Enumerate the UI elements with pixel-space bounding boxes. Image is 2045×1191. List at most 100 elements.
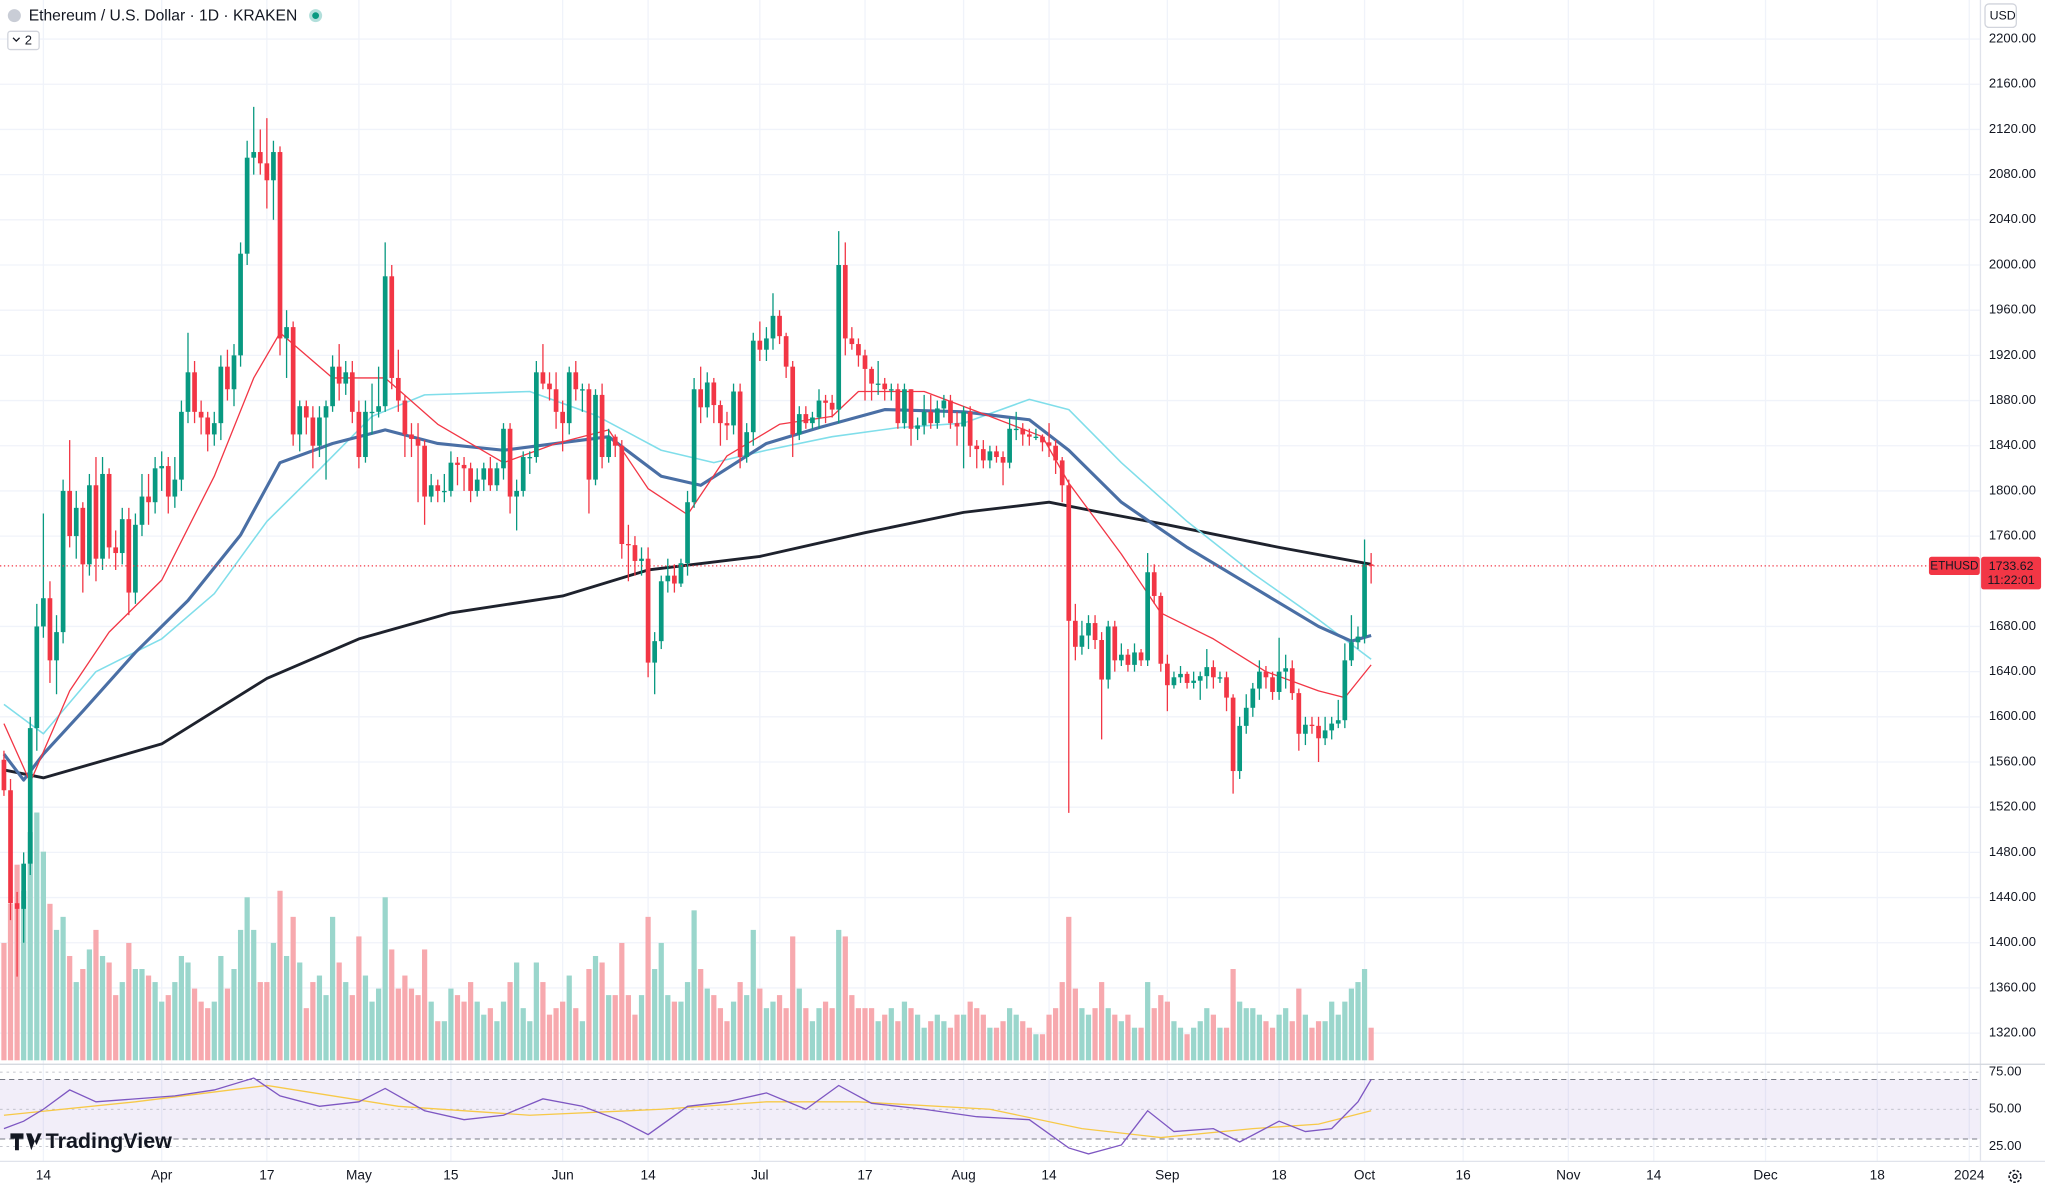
candle-body: [290, 327, 296, 435]
candle-body: [119, 519, 125, 554]
volume-bar: [1230, 969, 1236, 1061]
candle-body: [192, 372, 197, 412]
y-tick-label: 1320.00: [1989, 1025, 2036, 1040]
candle-body: [27, 728, 33, 864]
x-tick-label: 17: [857, 1167, 872, 1182]
y-tick-label: 1600.00: [1989, 708, 2036, 723]
candle-body: [1020, 428, 1026, 435]
volume-bar: [60, 916, 66, 1061]
volume-bar: [520, 1008, 526, 1061]
volume-bar: [145, 975, 152, 1061]
volume-bar: [126, 942, 132, 1061]
volume-bar: [369, 1001, 375, 1061]
candle-body: [862, 355, 868, 369]
volume-bar: [1066, 916, 1072, 1061]
symbol-icon: [7, 9, 21, 23]
x-tick-label: Oct: [1354, 1167, 1375, 1182]
candle-body: [1230, 697, 1236, 772]
candle-body: [639, 558, 644, 561]
volume-bar: [454, 995, 461, 1061]
candle-body: [1263, 671, 1269, 678]
candle-body: [915, 425, 920, 429]
volume-bar: [803, 1008, 809, 1061]
volume-bar: [1237, 1001, 1243, 1061]
candle-body: [704, 382, 710, 408]
x-tick-label: 17: [259, 1167, 274, 1182]
y-tick-label: 1520.00: [1989, 799, 2036, 814]
logo-mark: [10, 1133, 42, 1151]
volume-bar: [343, 982, 349, 1061]
x-tick-label: 18: [1271, 1167, 1287, 1182]
last-price-box: [1981, 556, 2042, 590]
volume-bar: [514, 962, 520, 1061]
candle-body: [1053, 445, 1058, 461]
candle-body: [856, 344, 861, 356]
volume-bar: [954, 1014, 960, 1061]
volume-bar: [408, 988, 415, 1061]
candle-body: [1105, 626, 1111, 680]
volume-bar: [993, 1027, 1000, 1061]
currency-label: USD: [1990, 9, 2016, 23]
volume-bar: [132, 969, 139, 1061]
indicators-toggle[interactable]: [7, 30, 40, 51]
candle-body: [47, 598, 53, 661]
candle-body: [829, 402, 835, 410]
candle-body: [731, 391, 736, 426]
volume-bar: [1177, 1027, 1184, 1061]
volume-bar: [573, 1008, 579, 1061]
volume-bar: [671, 1001, 677, 1061]
candle-body: [961, 411, 966, 427]
currency-button[interactable]: [1984, 3, 2017, 29]
volume-bar: [1256, 1014, 1262, 1061]
volume-bar: [1053, 1008, 1059, 1061]
candle-body: [1165, 663, 1170, 686]
volume-bar: [612, 995, 618, 1061]
candle-body: [106, 473, 112, 548]
candle-body: [1355, 636, 1361, 643]
candle-body: [73, 507, 79, 537]
volume-bar: [855, 1008, 862, 1061]
volume-bar: [816, 1008, 822, 1061]
symbol-title[interactable]: Ethereum / U.S. Dollar · 1D · KRAKEN: [29, 7, 298, 24]
x-tick-label: 16: [1456, 1167, 1472, 1182]
moving-average: [3, 390, 1372, 735]
candle-body: [1197, 676, 1203, 681]
candle-body: [225, 366, 230, 390]
volume-bar: [842, 936, 848, 1061]
volume-bar: [402, 975, 408, 1061]
volume-bar: [1118, 1021, 1124, 1061]
volume-bar: [27, 832, 33, 1061]
volume-bar: [290, 916, 296, 1061]
x-tick-label: Nov: [1556, 1167, 1580, 1182]
candle-body: [941, 400, 947, 409]
candle-body: [310, 417, 316, 446]
candle-body: [612, 436, 618, 446]
candle-body: [277, 152, 283, 339]
candle-body: [113, 547, 119, 554]
volume-bar: [1309, 1027, 1315, 1061]
candle-body: [349, 372, 355, 412]
candle-body: [737, 391, 743, 458]
y-tick-label: 1440.00: [1989, 889, 2036, 904]
volume-bar: [652, 969, 658, 1061]
volume-bar: [500, 1001, 507, 1061]
candle-body: [198, 411, 204, 418]
volume-bar: [586, 969, 592, 1061]
volume-bar: [7, 903, 14, 1061]
candle-body: [1132, 652, 1137, 665]
candle-body: [514, 490, 519, 497]
volume-bar: [967, 1001, 973, 1061]
candle-body: [1007, 428, 1012, 463]
candle-body: [724, 423, 730, 426]
candle-body: [494, 468, 500, 486]
volume-bar: [251, 929, 257, 1061]
volume-bar: [21, 890, 27, 1061]
rsi-tick-label: 50.00: [1989, 1101, 2022, 1116]
candle-body: [1191, 680, 1197, 683]
candle-body: [566, 372, 572, 424]
candle-body: [369, 411, 375, 414]
volume-bar: [159, 1001, 165, 1061]
settings-icon[interactable]: [2008, 1169, 2022, 1184]
volume-bar: [836, 929, 842, 1061]
x-tick-label: 14: [1646, 1167, 1662, 1182]
